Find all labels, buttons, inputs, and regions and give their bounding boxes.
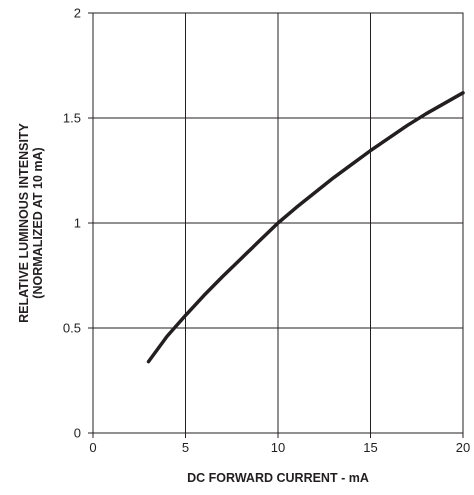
- tick-marks: [88, 12, 464, 438]
- y-tick-labels: 0 0.5 1 1.5 2: [63, 6, 81, 441]
- x-tick-labels: 0 5 10 15 20: [89, 440, 470, 455]
- y-tick-label: 1: [74, 216, 81, 231]
- y-axis-title: RELATIVE LUMINOUS INTENSITY (NORMALIZED …: [17, 122, 45, 322]
- y-axis-title-line1: RELATIVE LUMINOUS INTENSITY: [17, 122, 31, 322]
- x-axis-title: DC FORWARD CURRENT - mA: [187, 471, 369, 485]
- x-tick-label: 15: [363, 440, 377, 455]
- x-tick-label: 10: [271, 440, 285, 455]
- x-tick-label: 20: [456, 440, 470, 455]
- y-tick-label: 1.5: [63, 111, 81, 126]
- series-line: [146, 91, 465, 364]
- y-tick-label: 0.5: [63, 321, 81, 336]
- x-tick-label: 0: [89, 440, 96, 455]
- y-axis-title-line2: (NORMALIZED AT 10 mA): [31, 147, 45, 298]
- y-tick-label: 0: [74, 426, 81, 441]
- y-tick-label: 2: [74, 6, 81, 21]
- x-tick-label: 5: [182, 440, 189, 455]
